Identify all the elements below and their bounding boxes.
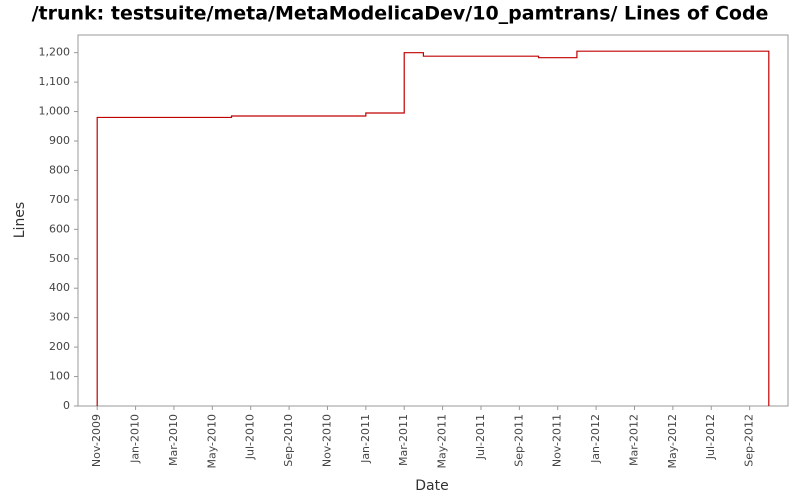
- chart-title: /trunk: testsuite/meta/MetaModelicaDev/1…: [32, 3, 769, 25]
- y-tick-label: 0: [63, 399, 70, 412]
- y-tick-label: 300: [49, 311, 70, 324]
- line: [96, 50, 770, 406]
- y-tick-label: 200: [49, 340, 70, 353]
- y-tick-label: 600: [49, 222, 70, 235]
- y-tick-label: 1,000: [39, 105, 71, 118]
- y-axis-label: Lines: [12, 202, 28, 238]
- x-axis-label: Date: [415, 478, 448, 494]
- y-tick-label: 100: [49, 370, 70, 383]
- y-tick-label: 1,100: [39, 75, 71, 88]
- y-tick-label: 1,200: [39, 46, 71, 59]
- x-tick-label: May-2011: [436, 414, 449, 469]
- y-tick-label: 900: [49, 134, 70, 147]
- x-tick-label: Jan-2011: [359, 414, 372, 464]
- plot-frame: [77, 34, 789, 407]
- x-tick-label: Nov-2010: [320, 414, 333, 467]
- x-tick-label: Sep-2011: [512, 414, 525, 467]
- x-tick-label: Sep-2012: [743, 414, 756, 467]
- x-tick-label: Mar-2010: [167, 414, 180, 466]
- y-tick-label: 500: [49, 252, 70, 265]
- x-tick-label: May-2010: [205, 414, 218, 469]
- x-tick-label: May-2012: [666, 414, 679, 469]
- x-tick-label: Sep-2010: [282, 414, 295, 467]
- x-tick-label: Nov-2009: [90, 414, 103, 467]
- x-tick-label: Mar-2011: [397, 414, 410, 466]
- y-tick-label: 400: [49, 281, 70, 294]
- x-tick-label: Mar-2012: [627, 414, 640, 466]
- x-tick-label: Jul-2011: [474, 414, 487, 460]
- x-tick-label: Jan-2012: [589, 414, 602, 464]
- y-tick-label: 800: [49, 163, 70, 176]
- x-tick-label: Jul-2012: [704, 414, 717, 460]
- x-tick-label: Jan-2010: [129, 414, 142, 464]
- x-tick-label: Jul-2010: [244, 414, 257, 460]
- x-tick-label: Nov-2011: [551, 414, 564, 467]
- y-tick-label: 700: [49, 193, 70, 206]
